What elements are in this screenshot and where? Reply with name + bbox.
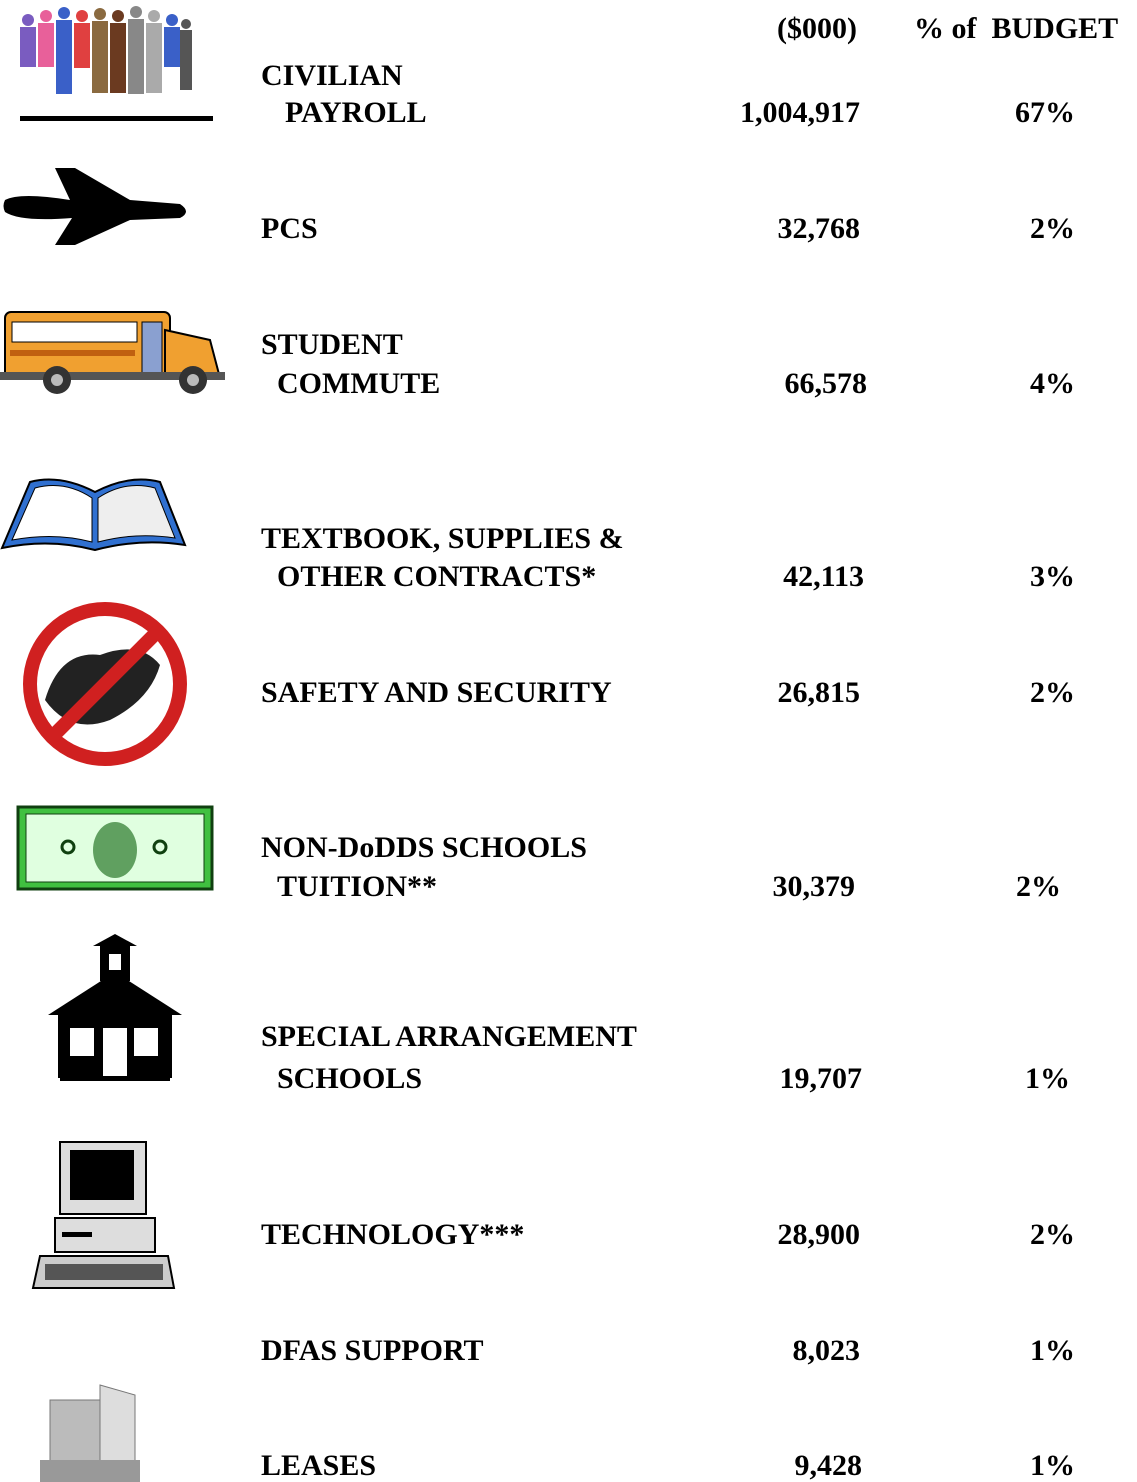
icon-part (20, 27, 36, 67)
row-label: TEXTBOOK, SUPPLIES & (261, 522, 624, 555)
icon-part (148, 10, 160, 22)
icon-part (92, 8, 108, 93)
amount: 19,707 (780, 1062, 863, 1095)
safety-icon (30, 609, 180, 759)
percent: 1% (1030, 1334, 1075, 1367)
icon-part (146, 23, 162, 93)
icon-part (56, 20, 72, 94)
amount: 1,004,917 (740, 96, 860, 129)
icon-part (40, 1460, 140, 1482)
amount: 8,023 (793, 1334, 861, 1367)
percent-header: % of BUDGET (914, 12, 1118, 45)
percent: 67% (1015, 96, 1075, 129)
icon-part (12, 322, 137, 342)
icon-part (62, 1232, 92, 1237)
page: ($000) % of BUDGET CIVILIAN PAYROLL 1,004,… (0, 0, 1137, 1482)
icon-part (70, 1028, 94, 1056)
percent: 2% (1016, 870, 1061, 903)
people-icon (20, 6, 213, 121)
amount: 66,578 (785, 367, 868, 400)
plane-icon (4, 168, 187, 245)
percent: 2% (1030, 676, 1075, 709)
amount: 42,113 (783, 560, 864, 593)
icon-part (20, 116, 213, 121)
icon-part (166, 14, 178, 26)
row-label: PCS (261, 212, 318, 245)
icon-part (164, 14, 180, 67)
amount: 9,428 (795, 1449, 863, 1482)
icon-part (187, 374, 199, 386)
icon-part (110, 23, 126, 93)
icon-part (94, 8, 106, 20)
icon-part (51, 374, 63, 386)
icon-part (10, 350, 135, 356)
dollar-icon (18, 807, 212, 889)
icon-part (40, 10, 52, 22)
icon-part (103, 1028, 127, 1076)
school-icon (48, 934, 182, 1081)
icon-part (93, 934, 137, 946)
percent: 4% (1030, 367, 1075, 400)
icon-part (45, 1264, 163, 1280)
icon-part (164, 27, 180, 67)
icon-part (76, 10, 88, 22)
row-label: TECHNOLOGY*** (261, 1218, 524, 1251)
icon-part (70, 1150, 134, 1200)
amount: 32,768 (778, 212, 861, 245)
row-label: LEASES (261, 1449, 376, 1482)
percent: 2% (1030, 1218, 1075, 1251)
row-label: COMMUTE (277, 367, 440, 400)
icon-part (110, 10, 126, 93)
computer-icon (33, 1142, 174, 1288)
icon-part (180, 19, 192, 90)
icon-part (38, 23, 54, 67)
icon-part (48, 972, 182, 1015)
row-label: SCHOOLS (277, 1062, 422, 1095)
row-label: STUDENT (261, 328, 403, 361)
icon-part (128, 6, 144, 94)
amount-header: ($000) (777, 12, 857, 45)
icon-part (146, 10, 162, 93)
icon-part (93, 822, 137, 878)
icon-part (181, 19, 191, 29)
percent: 1% (1025, 1062, 1070, 1095)
icon-part (56, 7, 72, 94)
icon-part (130, 6, 142, 18)
bus-icon (0, 312, 225, 394)
amount: 28,900 (778, 1218, 861, 1251)
icon-part (22, 14, 34, 26)
icon-part (38, 10, 54, 67)
row-label: PAYROLL (285, 96, 427, 129)
icon-part (180, 30, 192, 90)
row-label: OTHER CONTRACTS* (277, 560, 596, 593)
percent: 1% (1030, 1449, 1075, 1482)
row-label: SAFETY AND SECURITY (261, 676, 612, 709)
row-label: DFAS SUPPORT (261, 1334, 484, 1367)
percent: 2% (1030, 212, 1075, 245)
row-label: CIVILIAN (261, 59, 403, 92)
amount: 26,815 (778, 676, 861, 709)
icon-part (60, 1076, 170, 1081)
row-label: SPECIAL ARRANGEMENT (261, 1020, 637, 1053)
book-icon (2, 480, 185, 550)
icon-part (142, 322, 162, 377)
icon-part (128, 19, 144, 94)
icon-part (92, 21, 108, 93)
icon-part (109, 954, 121, 970)
row-label: TUITION** (277, 870, 437, 903)
building-icon (40, 1385, 140, 1482)
icon-part (134, 1028, 158, 1056)
document: ($000) % of BUDGET CIVILIAN PAYROLL 1,004,… (0, 0, 1137, 1482)
percent: 3% (1030, 560, 1075, 593)
row-label: NON-DoDDS SCHOOLS (261, 831, 587, 864)
icon-part (112, 10, 124, 22)
icon-part (4, 168, 187, 245)
icon-part (74, 23, 90, 68)
icon-part (58, 7, 70, 19)
amount: 30,379 (773, 870, 856, 903)
icon-part (20, 14, 36, 67)
icon-part (74, 10, 90, 68)
